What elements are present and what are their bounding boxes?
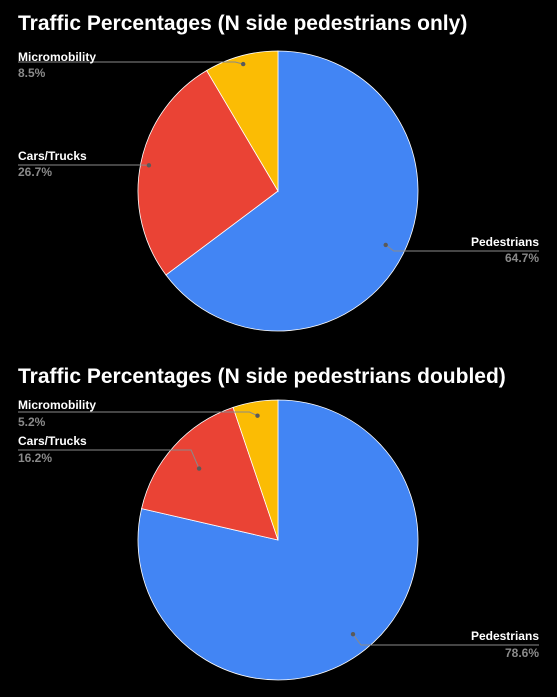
- pie-slice-cars-trucks: [137, 69, 279, 276]
- pie-chart-pedestrians-only: Pedestrians 64.7% Cars/Trucks 26.7% Micromob…: [0, 0, 557, 348]
- pie-chart-canvas: Pedestrians 78.6% Cars/Trucks 16.2% Micromob…: [18, 398, 539, 681]
- slice-percent-cars-trucks: 26.7%: [18, 165, 52, 179]
- leader-dot-pedestrians: [350, 632, 356, 637]
- slice-label-pedestrians: Pedestrians: [471, 235, 539, 249]
- leader-dot-cars-trucks: [196, 466, 202, 471]
- slice-label-micromobility: Micromobility: [18, 398, 96, 412]
- pie-slice-pedestrians: [137, 399, 419, 681]
- leader-dot-cars-trucks: [146, 163, 152, 168]
- slice-percent-pedestrians: 78.6%: [505, 646, 539, 660]
- slice-percent-pedestrians: 64.7%: [505, 251, 539, 265]
- pie-slice-pedestrians: [165, 50, 419, 332]
- pie-chart-pedestrians-doubled: Pedestrians 78.6% Cars/Trucks 16.2% Micromob…: [0, 350, 557, 697]
- leader-dot-micromobility: [255, 413, 260, 418]
- slice-percent-cars-trucks: 16.2%: [18, 451, 52, 465]
- slice-label-cars-trucks: Cars/Trucks: [18, 149, 87, 163]
- slice-label-micromobility: Micromobility: [18, 50, 96, 64]
- chart-title: Traffic Percentages (N side pedestrians …: [18, 12, 468, 35]
- slice-label-pedestrians: Pedestrians: [471, 629, 539, 643]
- leader-dot-pedestrians: [383, 242, 388, 248]
- leader-line-pedestrians: [385, 244, 539, 252]
- pie-chart-canvas: Pedestrians 64.7% Cars/Trucks 26.7% Micromob…: [18, 50, 539, 332]
- slice-label-cars-trucks: Cars/Trucks: [18, 434, 87, 448]
- slice-percent-micromobility: 8.5%: [18, 66, 46, 80]
- leader-dot-micromobility: [241, 61, 246, 67]
- slice-percent-micromobility: 5.2%: [18, 415, 46, 429]
- chart-title: Traffic Percentages (N side pedestrians …: [18, 365, 506, 388]
- pie-slice-micromobility: [206, 50, 279, 193]
- leader-line-cars-trucks: [18, 449, 200, 469]
- pie-slice-micromobility: [232, 399, 279, 541]
- leader-line-pedestrians: [352, 633, 539, 646]
- leader-line-micromobility: [18, 411, 258, 417]
- leader-line-micromobility: [18, 61, 244, 65]
